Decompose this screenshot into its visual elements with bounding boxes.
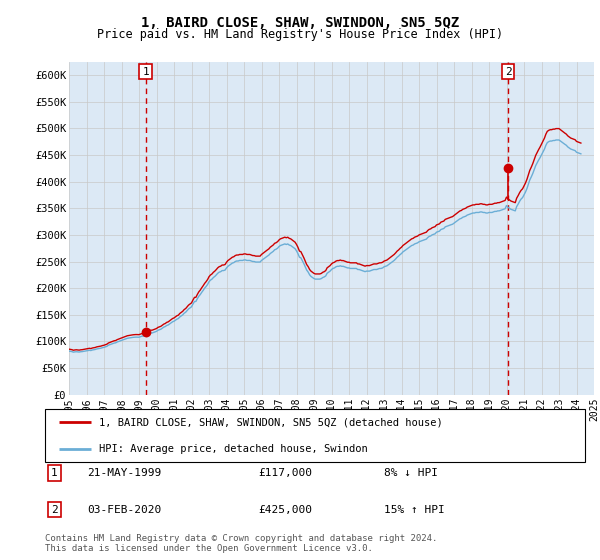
Text: 2: 2 [505,67,511,77]
Text: Contains HM Land Registry data © Crown copyright and database right 2024.
This d: Contains HM Land Registry data © Crown c… [45,534,437,553]
Text: £117,000: £117,000 [258,468,312,478]
Text: 1, BAIRD CLOSE, SHAW, SWINDON, SN5 5QZ (detached house): 1, BAIRD CLOSE, SHAW, SWINDON, SN5 5QZ (… [99,417,443,427]
Text: 2: 2 [51,505,58,515]
Text: £425,000: £425,000 [258,505,312,515]
FancyBboxPatch shape [45,409,585,462]
Text: 8% ↓ HPI: 8% ↓ HPI [384,468,438,478]
Text: 15% ↑ HPI: 15% ↑ HPI [384,505,445,515]
Text: 1: 1 [51,468,58,478]
Text: 21-MAY-1999: 21-MAY-1999 [87,468,161,478]
Text: HPI: Average price, detached house, Swindon: HPI: Average price, detached house, Swin… [99,444,368,454]
Text: 1, BAIRD CLOSE, SHAW, SWINDON, SN5 5QZ: 1, BAIRD CLOSE, SHAW, SWINDON, SN5 5QZ [141,16,459,30]
Text: 1: 1 [142,67,149,77]
Text: Price paid vs. HM Land Registry's House Price Index (HPI): Price paid vs. HM Land Registry's House … [97,28,503,41]
Text: 03-FEB-2020: 03-FEB-2020 [87,505,161,515]
